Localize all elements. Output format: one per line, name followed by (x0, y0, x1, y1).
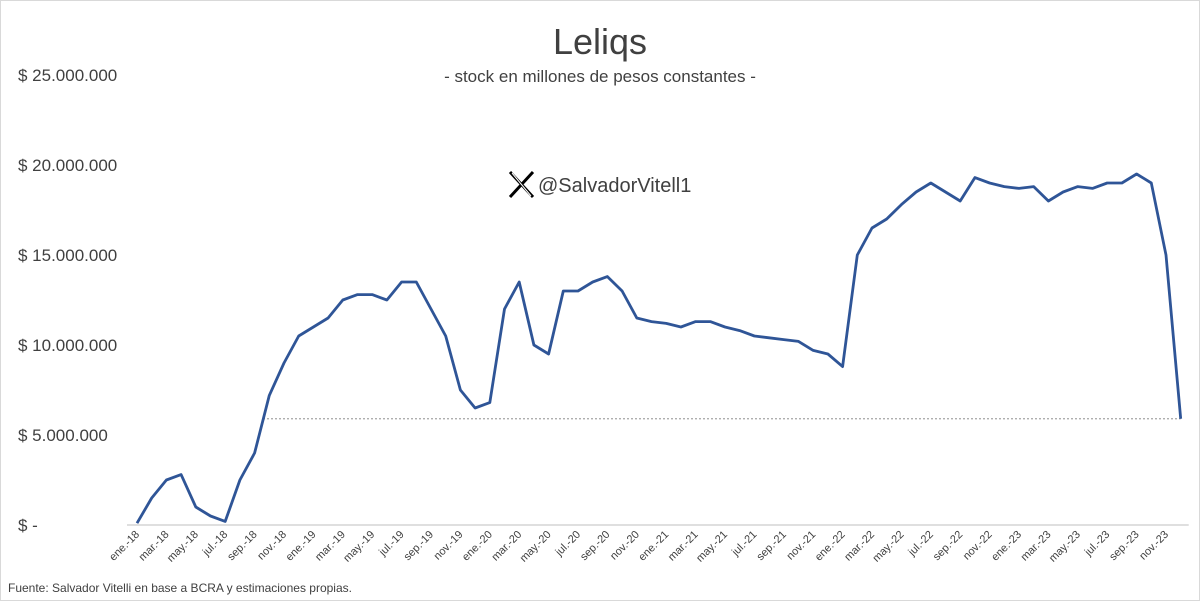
y-tick-label: $ 20.000.000 (18, 156, 117, 175)
chart-title: Leliqs (553, 21, 647, 62)
data-line (135, 172, 1183, 524)
annotation: @SalvadorVitell1 (538, 175, 691, 197)
source-note: Fuente: Salvador Vitelli en base a BCRA … (8, 581, 352, 595)
x-logo (508, 170, 535, 199)
chart-subtitle: - stock en millones de pesos constantes … (444, 67, 756, 86)
y-tick-label: $ 10.000.000 (18, 336, 117, 355)
y-tick-label: $ 5.000.000 (18, 426, 108, 445)
y-tick-label: $ - (18, 516, 38, 535)
y-tick-label: $ 25.000.000 (18, 66, 117, 85)
y-tick-label: $ 15.000.000 (18, 246, 117, 265)
